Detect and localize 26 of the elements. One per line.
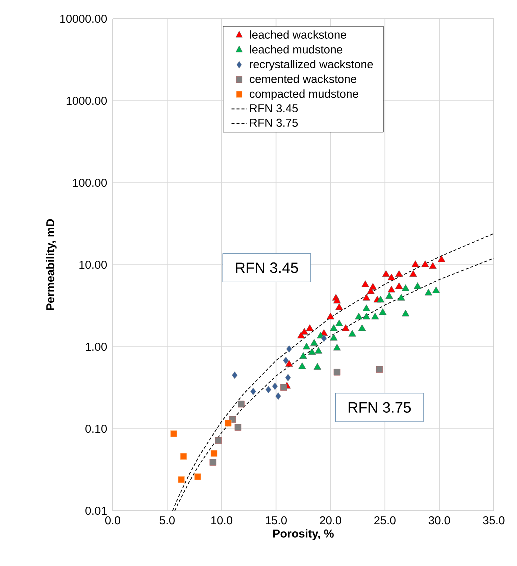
x-axis-title: Porosity, %: [273, 529, 334, 540]
annotation: RFN 3.45: [236, 262, 298, 274]
x-tick-label: 30.0: [428, 516, 450, 525]
y-tick-label: 1000.00: [66, 96, 108, 106]
x-tick-label: 35.0: [483, 516, 505, 525]
x-tick-label: 15.0: [266, 516, 287, 525]
x-tick-label: 25.0: [374, 516, 396, 525]
legend-label: leached wackstone: [250, 30, 346, 39]
legend-label: RFN 3.75: [250, 118, 298, 128]
y-tick-label: 100.00: [73, 178, 108, 188]
y-tick-label: 1.00: [86, 342, 108, 352]
x-tick-label: 0.0: [105, 516, 121, 525]
y-tick-label: 0.01: [86, 506, 107, 516]
y-tick-label: 10000.00: [60, 14, 108, 24]
legend-label: compacted mudstone: [250, 90, 358, 100]
x-tick-label: 20.0: [320, 516, 342, 525]
legend-label: recrystallized wackstone: [250, 60, 374, 71]
legend-label: cemented wackstone: [250, 74, 357, 84]
y-tick-label: 0.10: [86, 424, 108, 434]
y-tick-label: 10.00: [80, 260, 108, 270]
legend-label: leached mudstone: [250, 45, 343, 54]
y-axis-title: Permeability, mD: [46, 219, 57, 310]
legend-label: RFN 3.45: [250, 104, 298, 113]
x-tick-label: 10.0: [212, 516, 233, 525]
annotation: RFN 3.75: [348, 402, 412, 413]
x-tick-label: 5.0: [160, 516, 175, 525]
